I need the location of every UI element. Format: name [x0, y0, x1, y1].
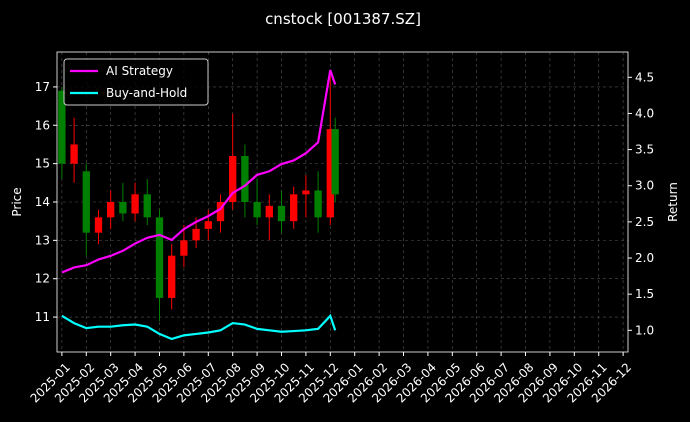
candle-body	[326, 129, 334, 218]
y-axis-label: Price	[10, 187, 24, 216]
series-line	[61, 69, 337, 274]
y2-tick-label: 1.0	[635, 323, 654, 337]
y-tick-label: 14	[35, 195, 50, 209]
y-tick-label: 13	[35, 233, 50, 247]
y2-axis-label: Return	[666, 182, 680, 222]
y-tick-label: 11	[35, 310, 50, 324]
candle-body	[229, 155, 237, 202]
y-tick-label: 12	[35, 272, 50, 286]
y2-tick-label: 3.5	[635, 143, 654, 157]
candle-body	[216, 202, 225, 222]
candle-body	[265, 205, 273, 218]
legend-label: Buy-and-Hold	[106, 86, 187, 100]
candle-body	[82, 171, 90, 233]
candle-body	[331, 129, 339, 195]
candle-body	[107, 202, 115, 218]
candle-body	[204, 221, 212, 229]
y-tick-label: 16	[35, 118, 50, 132]
y2-tick-label: 2.0	[635, 251, 654, 265]
y-tick-label: 17	[35, 80, 50, 94]
chart-title: cnstock [001387.SZ]	[265, 10, 421, 28]
y2-tick-label: 2.5	[635, 215, 654, 229]
plot-frame	[56, 51, 629, 353]
y2-tick-label: 4.0	[635, 106, 654, 120]
candle-body	[143, 194, 151, 218]
candle-body	[58, 90, 66, 164]
candle-body	[131, 194, 139, 214]
candle-body	[94, 217, 103, 233]
candle-body	[241, 155, 249, 202]
y-tick-label: 15	[35, 157, 50, 171]
y2-tick-label: 3.0	[635, 179, 654, 193]
y2-tick-label: 1.5	[635, 287, 654, 301]
legend-label: AI Strategy	[106, 64, 173, 78]
y2-tick-label: 4.5	[635, 70, 654, 84]
candle-body	[180, 240, 188, 256]
legend-box	[63, 58, 209, 106]
candle-body	[314, 190, 322, 218]
candle-body	[277, 205, 286, 222]
candle-body	[155, 217, 164, 298]
candle-body	[119, 202, 127, 214]
series-line	[61, 313, 337, 341]
candle-body	[302, 190, 310, 195]
candle-body	[290, 194, 298, 222]
candle-body	[168, 255, 176, 298]
candle-body	[192, 228, 200, 241]
candle-body	[253, 202, 261, 218]
candle-body	[70, 144, 78, 164]
